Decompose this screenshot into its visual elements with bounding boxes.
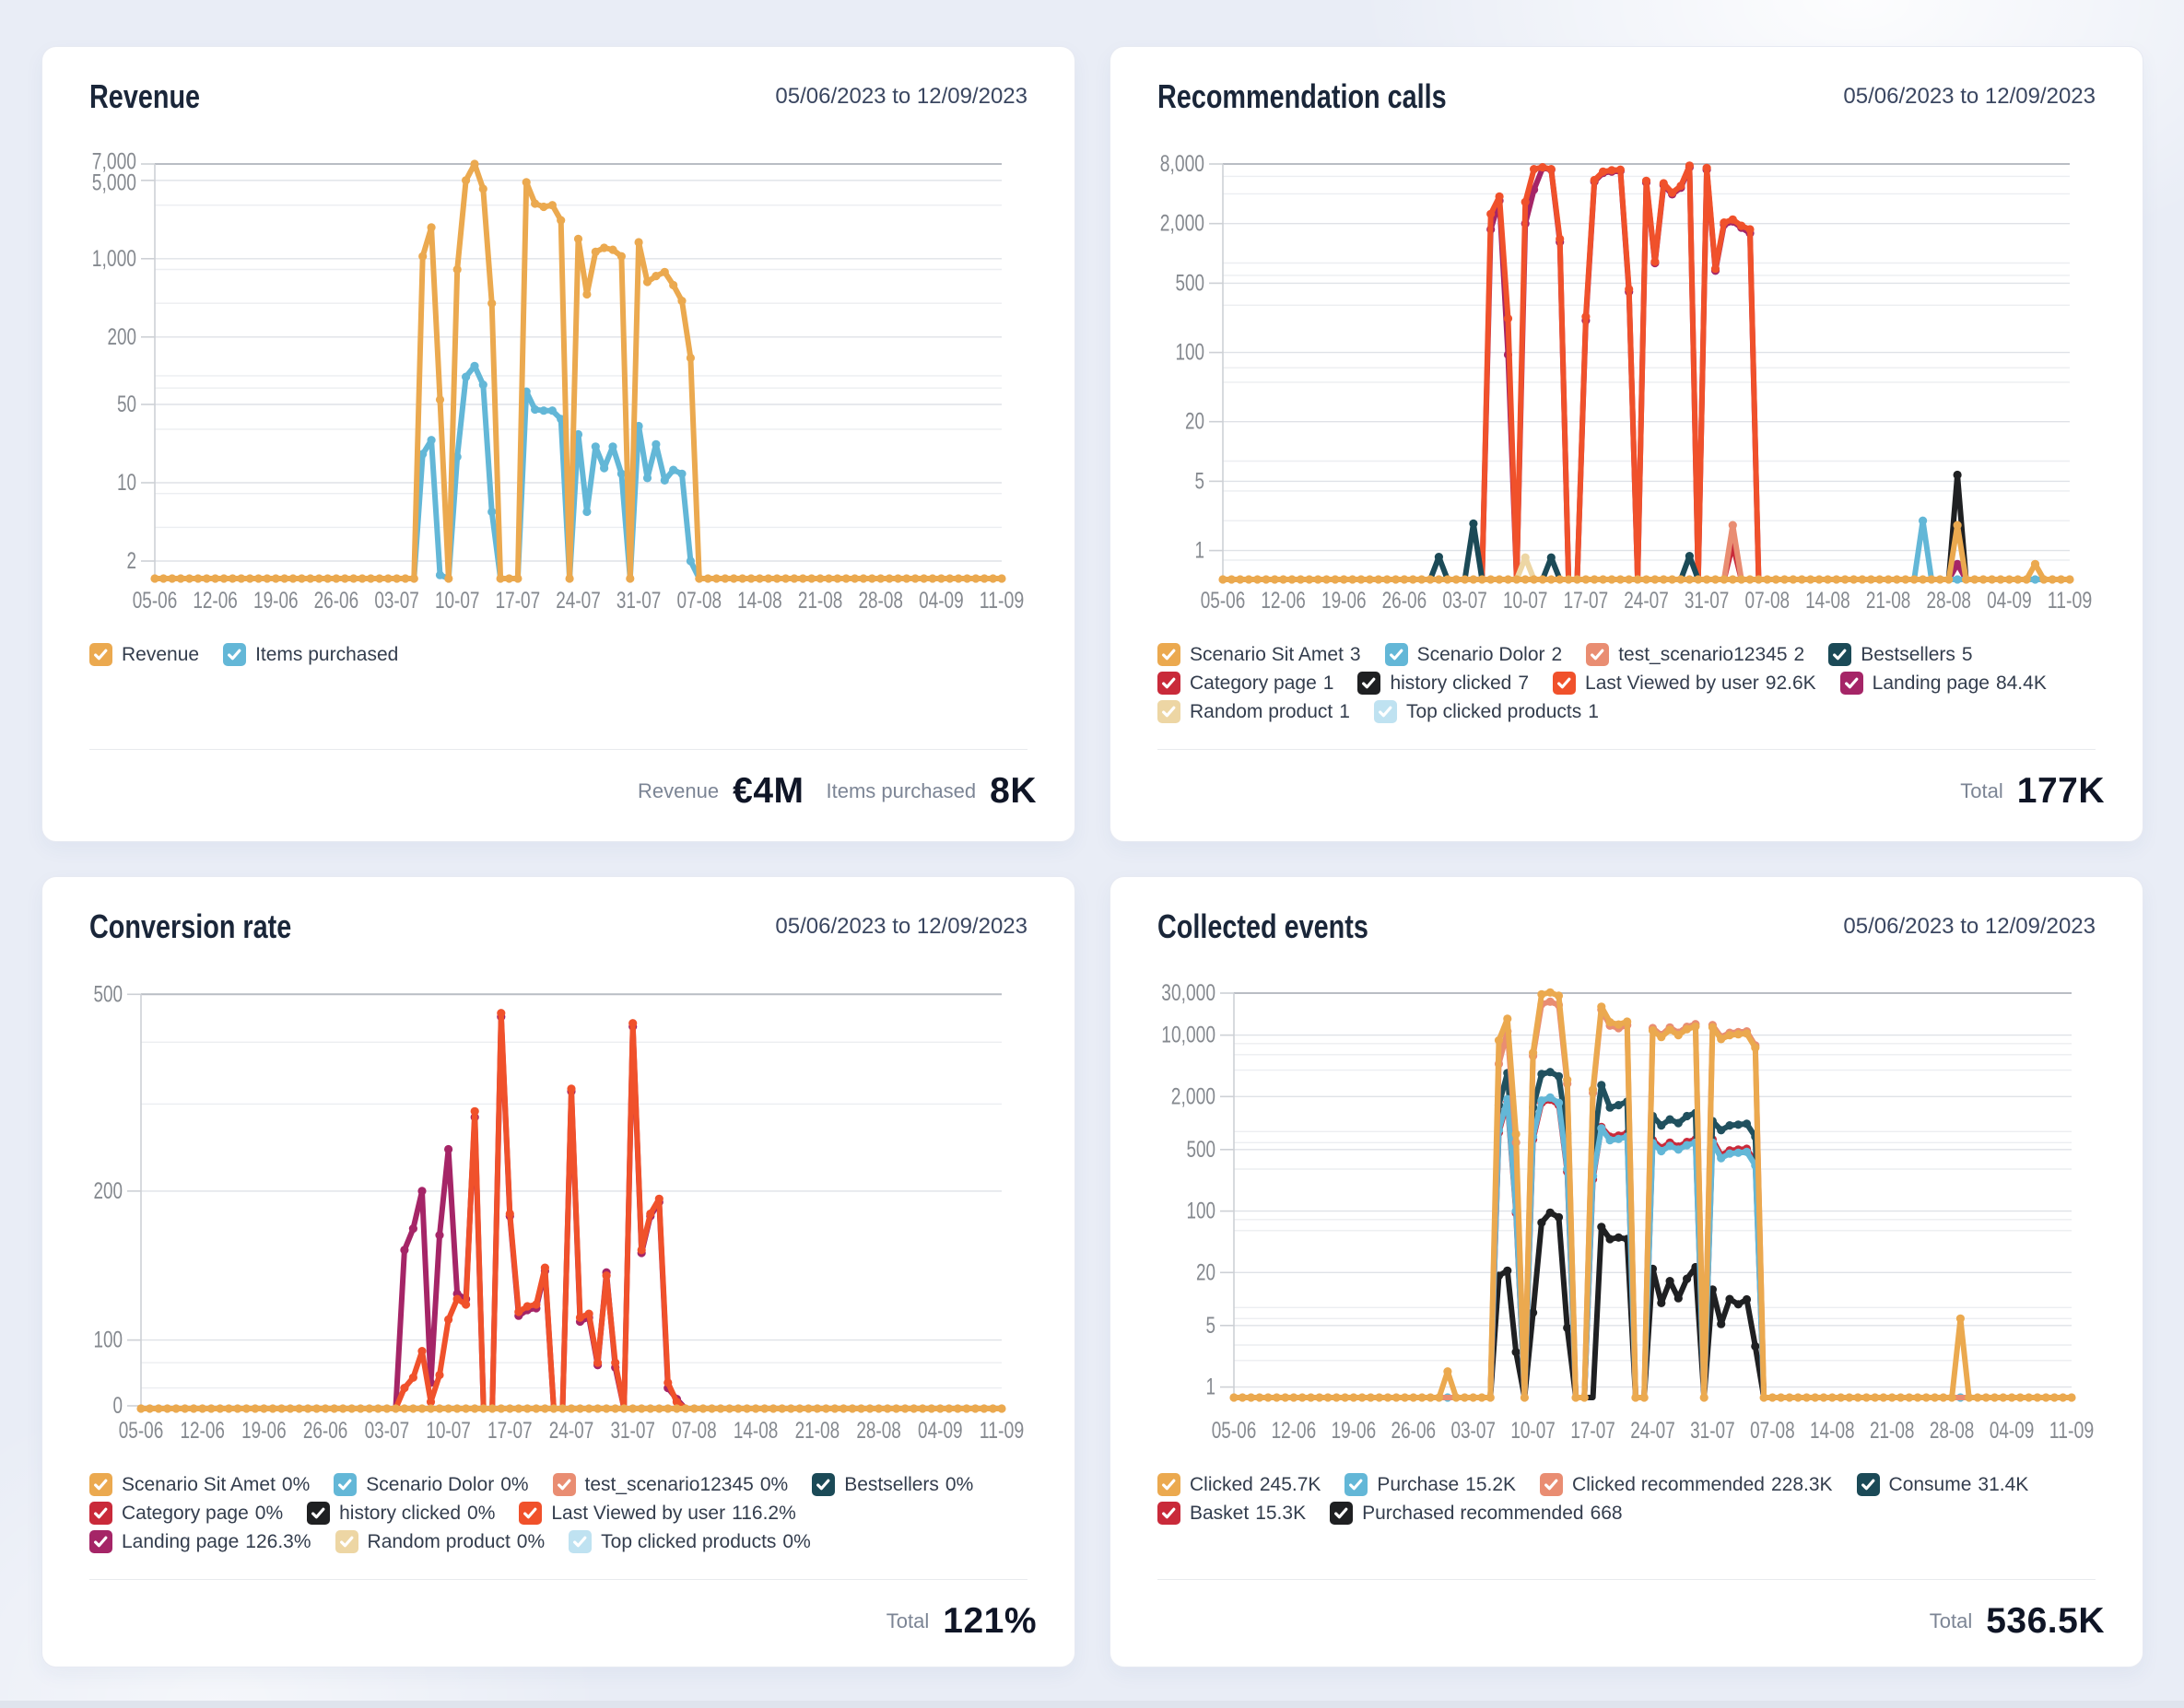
svg-text:05-06: 05-06 xyxy=(119,1418,164,1444)
svg-text:2,000: 2,000 xyxy=(1171,1083,1215,1109)
svg-text:12-06: 12-06 xyxy=(193,588,238,614)
svg-text:03-07: 03-07 xyxy=(365,1418,410,1444)
svg-text:1: 1 xyxy=(1206,1375,1216,1400)
svg-text:24-07: 24-07 xyxy=(549,1418,594,1444)
svg-text:2: 2 xyxy=(127,548,137,574)
svg-text:5: 5 xyxy=(1195,468,1205,494)
svg-text:7,000: 7,000 xyxy=(92,149,136,175)
svg-text:11-09: 11-09 xyxy=(2049,1418,2095,1444)
svg-text:24-07: 24-07 xyxy=(556,588,601,614)
svg-text:12-06: 12-06 xyxy=(1272,1418,1317,1444)
svg-text:04-09: 04-09 xyxy=(1990,1418,2035,1444)
svg-text:20: 20 xyxy=(1196,1259,1215,1285)
svg-text:100: 100 xyxy=(1176,340,1205,366)
svg-text:500: 500 xyxy=(94,981,123,1007)
svg-text:200: 200 xyxy=(94,1178,123,1204)
svg-text:30,000: 30,000 xyxy=(1161,980,1215,1006)
svg-text:03-07: 03-07 xyxy=(1442,588,1487,614)
svg-text:31-07: 31-07 xyxy=(1685,588,1730,614)
svg-text:21-08: 21-08 xyxy=(798,588,843,614)
svg-text:100: 100 xyxy=(94,1328,123,1353)
svg-text:14-08: 14-08 xyxy=(737,588,782,614)
svg-text:31-07: 31-07 xyxy=(610,1418,655,1444)
svg-text:17-07: 17-07 xyxy=(1564,588,1609,614)
svg-text:11-09: 11-09 xyxy=(980,588,1025,614)
svg-text:11-09: 11-09 xyxy=(2048,588,2093,614)
svg-text:26-06: 26-06 xyxy=(1391,1418,1437,1444)
svg-text:10-07: 10-07 xyxy=(435,588,480,614)
svg-text:100: 100 xyxy=(1187,1199,1216,1224)
svg-text:10,000: 10,000 xyxy=(1161,1023,1215,1048)
svg-text:10-07: 10-07 xyxy=(426,1418,471,1444)
svg-text:12-06: 12-06 xyxy=(180,1418,225,1444)
svg-text:17-07: 17-07 xyxy=(496,588,541,614)
svg-text:26-06: 26-06 xyxy=(314,588,359,614)
svg-text:04-09: 04-09 xyxy=(919,588,964,614)
svg-text:28-08: 28-08 xyxy=(1930,1418,1975,1444)
svg-text:24-07: 24-07 xyxy=(1624,588,1669,614)
svg-text:07-08: 07-08 xyxy=(672,1418,717,1444)
svg-text:17-07: 17-07 xyxy=(487,1418,533,1444)
svg-text:07-08: 07-08 xyxy=(677,588,722,614)
svg-text:1: 1 xyxy=(1195,538,1205,564)
svg-text:12-06: 12-06 xyxy=(1261,588,1306,614)
svg-text:500: 500 xyxy=(1176,270,1205,296)
svg-text:5: 5 xyxy=(1206,1313,1216,1339)
svg-text:26-06: 26-06 xyxy=(1382,588,1427,614)
svg-text:50: 50 xyxy=(117,392,136,417)
svg-text:10-07: 10-07 xyxy=(1503,588,1548,614)
svg-text:0: 0 xyxy=(113,1393,123,1419)
svg-text:21-08: 21-08 xyxy=(795,1418,840,1444)
svg-text:19-06: 19-06 xyxy=(1332,1418,1377,1444)
svg-text:8,000: 8,000 xyxy=(1160,151,1204,177)
svg-text:04-09: 04-09 xyxy=(918,1418,963,1444)
svg-text:28-08: 28-08 xyxy=(1926,588,1971,614)
svg-text:20: 20 xyxy=(1185,409,1204,435)
svg-text:28-08: 28-08 xyxy=(856,1418,901,1444)
svg-text:07-08: 07-08 xyxy=(1750,1418,1795,1444)
svg-text:200: 200 xyxy=(108,324,137,350)
svg-text:07-08: 07-08 xyxy=(1745,588,1791,614)
svg-text:500: 500 xyxy=(1187,1137,1216,1163)
svg-text:05-06: 05-06 xyxy=(1201,588,1246,614)
svg-text:1,000: 1,000 xyxy=(92,246,136,272)
svg-text:19-06: 19-06 xyxy=(253,588,299,614)
svg-text:14-08: 14-08 xyxy=(1810,1418,1855,1444)
svg-text:05-06: 05-06 xyxy=(133,588,178,614)
svg-text:04-09: 04-09 xyxy=(1987,588,2032,614)
svg-text:21-08: 21-08 xyxy=(1866,588,1911,614)
svg-text:21-08: 21-08 xyxy=(1870,1418,1915,1444)
svg-text:11-09: 11-09 xyxy=(980,1418,1025,1444)
svg-text:03-07: 03-07 xyxy=(374,588,419,614)
svg-text:10: 10 xyxy=(117,470,136,496)
svg-text:19-06: 19-06 xyxy=(1321,588,1367,614)
svg-text:26-06: 26-06 xyxy=(303,1418,348,1444)
svg-text:19-06: 19-06 xyxy=(241,1418,287,1444)
svg-text:05-06: 05-06 xyxy=(1212,1418,1257,1444)
svg-text:31-07: 31-07 xyxy=(1690,1418,1735,1444)
svg-text:14-08: 14-08 xyxy=(1805,588,1850,614)
svg-text:5,000: 5,000 xyxy=(92,170,136,195)
svg-text:10-07: 10-07 xyxy=(1510,1418,1556,1444)
svg-text:31-07: 31-07 xyxy=(616,588,662,614)
svg-text:28-08: 28-08 xyxy=(858,588,903,614)
svg-text:24-07: 24-07 xyxy=(1630,1418,1675,1444)
svg-text:03-07: 03-07 xyxy=(1450,1418,1496,1444)
svg-text:14-08: 14-08 xyxy=(734,1418,779,1444)
svg-text:2,000: 2,000 xyxy=(1160,211,1204,237)
svg-text:17-07: 17-07 xyxy=(1570,1418,1615,1444)
